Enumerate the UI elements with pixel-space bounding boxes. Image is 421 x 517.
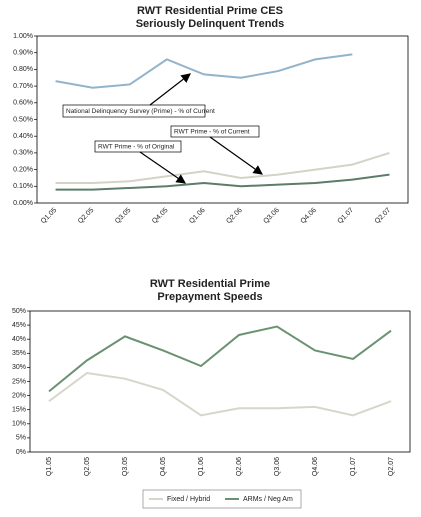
- y-tick-label: 35%: [12, 350, 26, 357]
- annotation: National Delinquency Survey (Prime) - % …: [66, 108, 215, 115]
- x-tick-label: Q2.06: [225, 207, 244, 226]
- y-tick-label: 1.00%: [13, 33, 33, 40]
- y-tick-label: 5%: [16, 435, 26, 442]
- x-tick-label: Q3.05: [122, 457, 129, 476]
- x-tick-label: Q3.05: [114, 207, 133, 226]
- arrow: [149, 73, 191, 106]
- chart-subtitle: Prepayment Speeds: [157, 291, 262, 303]
- annotation-box: [94, 140, 182, 153]
- y-tick-label: 40%: [12, 336, 26, 343]
- legend-box: [142, 489, 302, 509]
- arrow: [209, 136, 263, 175]
- x-tick-label: Q3.06: [262, 207, 281, 226]
- y-tick-label: 0%: [16, 449, 26, 456]
- chart-subtitle: Seriously Delinquent Trends: [136, 18, 285, 30]
- x-tick-label: Q1.05: [40, 207, 59, 226]
- y-tick-label: 0.20%: [13, 166, 33, 173]
- x-tick-label: Q1.07: [350, 457, 357, 476]
- y-tick-label: 0.40%: [13, 133, 33, 140]
- x-tick-label: Q1.06: [198, 457, 205, 476]
- x-tick-label: Q2.05: [77, 207, 96, 226]
- annotations: National Delinquency Survey (Prime) - % …: [62, 73, 263, 184]
- y-tick-label: 15%: [12, 407, 26, 414]
- y-tick-label: 45%: [12, 322, 26, 329]
- y-tick-label: 30%: [12, 364, 26, 371]
- x-tick-label: Q4.06: [312, 457, 319, 476]
- x-tick-label: Q2.06: [236, 457, 243, 476]
- x-tick-label: Q4.05: [160, 457, 167, 476]
- annotation: RWT Prime - % of Current: [174, 129, 250, 136]
- x-tick-label: Q1.05: [46, 457, 53, 476]
- x-tick-label: Q2.07: [374, 207, 393, 226]
- legend-label: ARMs / Neg Am: [243, 496, 293, 503]
- y-tick-label: 50%: [12, 308, 26, 315]
- arrow: [139, 151, 186, 184]
- plot-area: [29, 310, 411, 453]
- annotation-box: [170, 125, 260, 138]
- chart-title: RWT Residential Prime: [150, 278, 270, 290]
- annotation-box: [62, 104, 206, 118]
- y-tick-label: 0.50%: [13, 116, 33, 123]
- line: [55, 53, 353, 89]
- y-tick-label: 0.90%: [13, 50, 33, 57]
- y-tick-label: 0.30%: [13, 150, 33, 157]
- y-tick-label: 0.10%: [13, 183, 33, 190]
- line: [55, 151, 390, 184]
- line: [55, 173, 390, 191]
- line: [48, 371, 392, 417]
- x-tick-label: Q1.06: [188, 207, 207, 226]
- x-tick-label: Q2.05: [84, 457, 91, 476]
- chart-title: RWT Residential Prime CES: [137, 5, 283, 17]
- annotation: RWT Prime - % of Original: [98, 144, 175, 151]
- x-tick-label: Q2.07: [388, 457, 395, 476]
- y-tick-label: 0.80%: [13, 66, 33, 73]
- chart: 0% 5% 10% 15% 20% 25% 30% 35% 40% 45% 50% Q1.05 Q2.0…: [12, 308, 411, 509]
- x-tick-label: Q3.06: [274, 457, 281, 476]
- x-tick-label: Q1.07: [337, 207, 356, 226]
- y-tick-label: 0.70%: [13, 83, 33, 90]
- x-tick-label: Q4.05: [151, 207, 170, 226]
- line: [48, 325, 392, 393]
- y-tick-label: 10%: [12, 421, 26, 428]
- y-tick-label: 25%: [12, 378, 26, 385]
- y-tick-label: 0.00%: [13, 200, 33, 207]
- x-tick-label: Q4.06: [300, 207, 319, 226]
- y-tick-label: 0.60%: [13, 100, 33, 107]
- legend-label: Fixed / Hybrid: [167, 496, 210, 503]
- y-tick-label: 20%: [12, 392, 26, 399]
- plot-area: [36, 35, 409, 204]
